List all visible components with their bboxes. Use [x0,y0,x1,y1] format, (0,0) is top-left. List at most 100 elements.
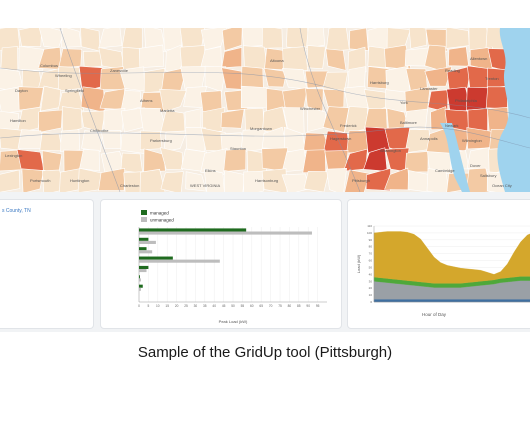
county-shape [21,168,44,192]
county-shape [18,45,45,71]
county-shape [138,44,165,68]
place-label: Portsmouth [30,178,51,183]
place-label: Cambridge [435,168,455,173]
county-shape [98,167,125,191]
county-shape [303,171,330,192]
place-label: Harrisonburg [255,178,279,183]
place-label: Lexington [5,153,23,158]
x-tick-label: 60 [250,304,254,308]
county-shape [159,88,187,113]
place-label: Hagerstown [330,136,352,141]
county-shape [38,28,65,49]
x-tick-label: 20 [175,304,179,308]
county-shape [39,132,63,152]
county-shape [103,107,126,134]
legend-label: unmanaged [150,218,174,223]
map-canvas[interactable] [0,28,530,192]
x-axis-title: Hour of Day [422,312,447,317]
x-tick-label: 50 [231,304,235,308]
county-shape [302,149,327,173]
place-label: Baltimore [400,120,417,125]
county-shape [220,108,245,129]
x-axis-title: Peak Load (kW) [219,319,248,324]
bay-water [497,28,530,192]
x-tick-label: 40 [212,304,216,308]
county-shape [384,167,411,191]
managed-bar [139,256,173,260]
county-shape [261,168,288,192]
county-shape [16,106,42,134]
county-shape [202,107,226,134]
county-shape [307,45,326,69]
highway-line [0,126,530,149]
county-shape [224,169,246,192]
y-tick-label: 80 [369,245,373,249]
place-label: Chillicothe [90,128,109,133]
peak-load-bar-chart: 0 5 10 15 20 25 30 35 40 45 50 55 60 65 70 75 80 85 90 95 ma… [138,210,327,324]
county-shape [325,28,350,52]
county-shape [263,67,287,88]
x-tick-label: 35 [203,304,207,308]
place-label: Zanesville [110,68,129,73]
county-shape [61,28,82,48]
county-shape [139,168,166,192]
x-tick-label: 10 [156,304,160,308]
county-panel: s County, TN [0,199,94,329]
y-tick-label: 30 [369,279,373,283]
county-shape [367,45,390,69]
county-shape [349,28,369,51]
y-tick-label: 70 [369,252,373,256]
legend-swatch [141,217,147,222]
county-shape [261,28,283,49]
county-shape [82,50,102,69]
choropleth-map[interactable]: Wheeling Pittsburgh Philadelphia Harrisburg… [0,28,530,192]
place-label: Elkins [205,168,216,173]
unmanaged-bar [139,269,147,273]
unmanaged-bar [139,278,141,282]
x-tick-label: 5 [148,304,150,308]
county-shape [404,151,429,173]
x-tick-label: 95 [316,304,320,308]
highway-line [0,67,530,119]
x-tick-label: 70 [269,304,273,308]
county-shape [344,169,371,192]
county-shape [0,46,19,73]
legend-swatch [141,210,147,215]
hourly-load-area-chart: 0 10 20 30 40 50 60 70 80 90 100 110 Hour of Day Load… [356,224,530,317]
peak-load-bar-panel: 0 5 10 15 20 25 30 35 40 45 50 55 60 65 70 75 80 85 90 95 ma… [100,199,342,329]
county-shape [485,86,508,110]
x-tick-label: 15 [165,304,169,308]
place-label: York [400,100,408,105]
x-tick-label: 0 [138,304,140,308]
area-series-0 [373,299,530,303]
area-series-3 [373,231,530,284]
place-label: Harrisburg [370,80,389,85]
place-label: Reading [445,68,460,73]
place-label: Morgantown [250,126,273,131]
place-label: Charleston [120,183,140,188]
county-shape [347,46,367,73]
county-shape [185,171,207,192]
county-link[interactable]: s County, TN [2,208,31,214]
county-shape [445,28,470,49]
place-label: Athens [140,98,153,103]
x-tick-label: 55 [241,304,245,308]
managed-bar [139,247,147,251]
place-label: Trenton [485,76,499,81]
county-shape [79,149,100,172]
place-label: Lancaster [420,86,438,91]
place-label: Newark [445,123,459,128]
county-shape [183,86,208,108]
x-tick-label: 80 [288,304,292,308]
county-shape [424,66,453,87]
place-label: Pittsburgh [352,178,371,183]
county-shape [306,28,326,49]
place-label: Frederick [340,123,357,128]
x-tick-label: 45 [222,304,226,308]
unmanaged-bar [139,259,220,263]
place-label: Washington [380,148,401,153]
x-tick-label: 75 [278,304,282,308]
unmanaged-bar [139,231,312,235]
county-shape [365,167,391,192]
county-shape [407,170,431,192]
